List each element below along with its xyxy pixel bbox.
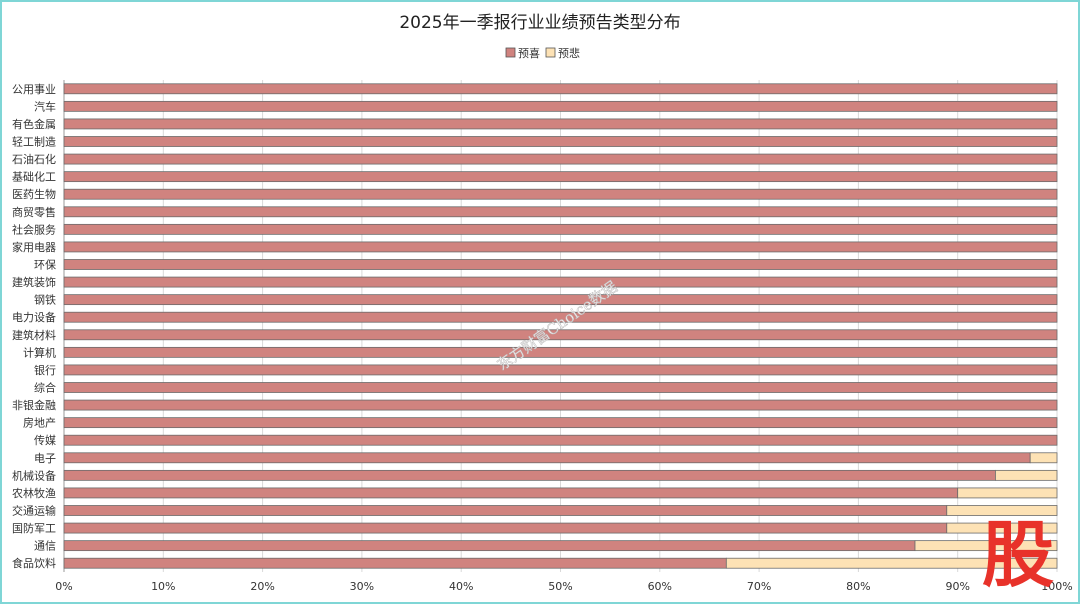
category-label: 商贸零售 [12,205,56,219]
x-tick-label: 80% [846,580,870,593]
bar-segment [63,259,1058,270]
chart-title: 2025年一季报行业业绩预告类型分布 [399,13,680,33]
category-label: 有色金属 [12,117,56,131]
bars [63,83,1058,569]
bar-segment [63,294,1058,306]
bar-segment [1029,452,1058,464]
bar-segment [63,118,1058,130]
bar-segment [63,487,959,499]
x-tick-label: 100% [1041,580,1072,593]
category-label: 机械设备 [12,468,56,482]
chart-legend: 预喜 预悲 [505,46,580,60]
category-label: 综合 [34,381,56,395]
bar-segment [995,469,1058,481]
category-label: 社会服务 [12,222,56,236]
category-label: 建筑装饰 [12,275,56,289]
logo: 股 [982,513,1054,597]
x-tick-label: 40% [449,580,473,593]
legend-label: 预喜 [518,47,540,60]
category-label: 电力设备 [12,310,56,324]
bar-segment [914,540,1058,552]
bar-segment [63,364,1058,376]
x-tick-label: 0% [55,580,72,593]
bar-segment [63,329,1058,341]
category-label: 通信 [34,540,56,553]
bar-segment [63,399,1058,411]
x-tick-label: 50% [548,580,572,593]
category-label: 基础化工 [12,170,56,184]
bar-segment [957,487,1058,499]
bar-segment [63,434,1058,446]
category-label: 银行 [34,363,56,377]
category-label: 非银金融 [12,398,56,412]
bar-segment [63,206,1058,218]
category-label: 家用电器 [12,240,56,254]
watermark: 东方财富Choice数据 [494,278,621,374]
x-tick-label: 30% [350,580,374,593]
bar-segment [63,382,1058,393]
bar-segment [63,469,996,481]
category-label: 计算机 [23,345,56,359]
bar-segment [63,136,1058,147]
category-label: 农林牧渔 [12,486,56,500]
bar-segment [63,311,1058,323]
category-label: 轻工制造 [12,135,56,149]
category-label: 汽车 [34,99,56,113]
bar-segment [63,188,1058,200]
category-label: 石油石化 [12,152,56,166]
category-label: 医药生物 [12,187,56,201]
category-label: 环保 [34,258,56,272]
bar-segment [63,223,1058,235]
bar-segment [63,171,1058,183]
bar-segment [63,522,948,534]
bar-segment [63,241,1058,253]
bar-segment [63,540,916,552]
category-label: 公用事业 [12,83,56,96]
bar-segment [63,276,1058,288]
x-tick-label: 70% [747,580,771,593]
category-label: 建筑材料 [12,328,56,342]
category-label: 食品饮料 [12,556,56,570]
bar-segment [63,153,1058,165]
category-label: 交通运输 [12,504,56,518]
bar-segment [63,83,1058,95]
bar-segment [63,452,1031,464]
bar-segment [725,557,1058,569]
category-label: 房地产 [23,416,56,430]
bar-segment [63,346,1058,358]
x-tick-label: 60% [648,580,672,593]
x-tick-labels: 0% 10% 20% 30% 40% 50% 60% 70% 80% 90% 100% [55,580,1072,593]
category-label: 传媒 [34,434,56,447]
bar-segment [63,505,948,516]
category-label: 钢铁 [34,294,56,307]
category-label: 国防军工 [12,521,56,535]
category-label: 电子 [34,452,56,465]
bar-segment [63,557,727,569]
x-tick-label: 10% [151,580,175,593]
bar-segment [63,100,1058,112]
legend-label: 预悲 [558,46,580,60]
legend-swatch [545,47,556,58]
legend-swatch [505,47,516,58]
x-tick-label: 90% [945,580,969,593]
bar-segment [946,522,1058,534]
x-tick-label: 20% [250,580,274,593]
bar-segment [63,417,1058,429]
bar-segment [946,505,1058,516]
category-labels: 公用事业汽车有色金属轻工制造石油石化基础化工医药生物商贸零售社会服务家用电器环保… [12,83,56,570]
